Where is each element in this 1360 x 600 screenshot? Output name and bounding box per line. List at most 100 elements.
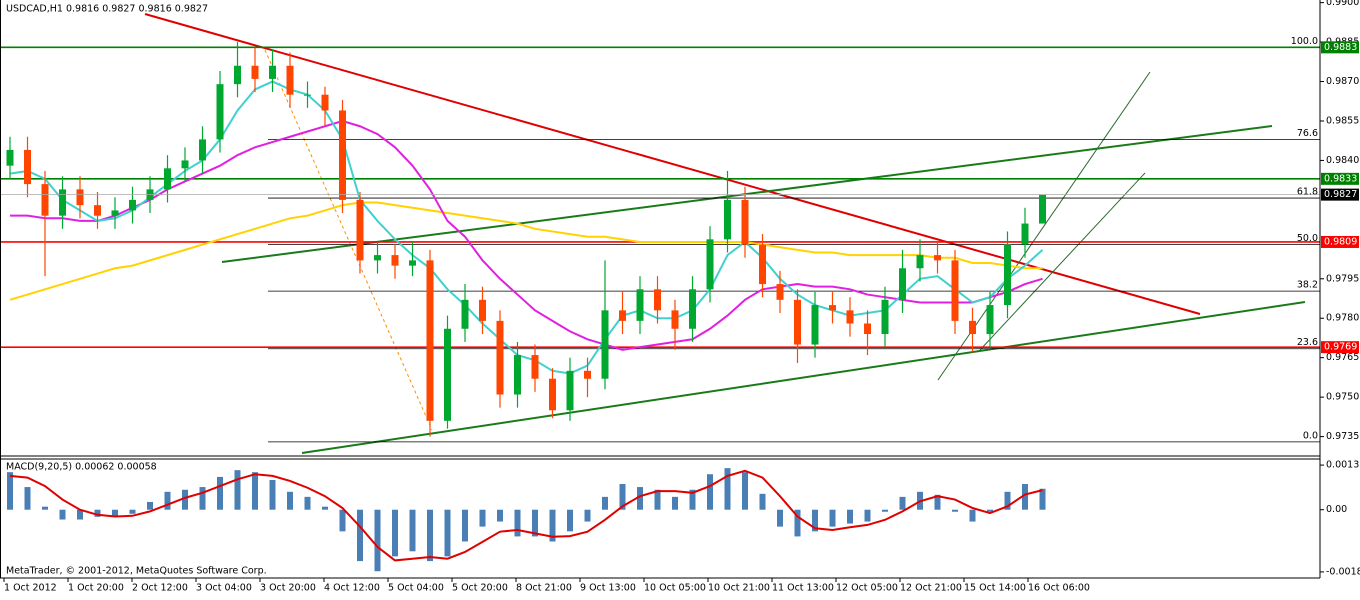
macd-bar [269, 479, 276, 510]
macd-bar [899, 496, 906, 510]
candle-body [619, 310, 626, 321]
macd-bar [374, 509, 381, 572]
macd-bar [987, 509, 993, 512]
macd-bar [794, 509, 801, 537]
candle-body [864, 323, 871, 335]
candle-body [24, 149, 31, 185]
macd-bar [357, 509, 363, 562]
macd-bar [392, 509, 398, 557]
candle-body [234, 65, 241, 85]
candle-body [549, 378, 556, 411]
x-tick-label: 1 Oct 2012 [4, 583, 57, 594]
candle-body [829, 305, 836, 311]
macd-bar [847, 509, 853, 524]
x-tick-label: 5 Oct 04:00 [388, 583, 444, 594]
fibo-label: 61.8 [1297, 187, 1318, 198]
macd-bar [654, 489, 661, 510]
price-tag [1321, 235, 1359, 248]
macd-bar [59, 509, 66, 520]
x-tick-label: 5 Oct 20:00 [452, 583, 508, 594]
candle-body [286, 65, 294, 95]
candle-body [76, 189, 84, 206]
candle-body [426, 260, 434, 421]
macd-bar [689, 489, 696, 510]
macd-bar [1004, 491, 1011, 510]
x-tick-label: 2 Oct 12:00 [132, 583, 188, 594]
macd-bar [812, 509, 818, 532]
x-tick-label: 3 Oct 20:00 [260, 583, 316, 594]
y-tick-label: 0.9870 [1326, 76, 1359, 87]
y-tick-label: 0.9840 [1326, 155, 1359, 166]
channel-line [979, 172, 1146, 351]
candle-body [269, 65, 276, 79]
fibo-label: 23.6 [1297, 337, 1318, 348]
fibo-label: 76.6 [1297, 128, 1318, 139]
macd-bar [427, 509, 433, 562]
trend-line [301, 301, 1306, 454]
candle-body [689, 289, 696, 329]
macd-bar [199, 487, 206, 510]
macd-bar [444, 509, 451, 557]
candle-body [374, 255, 381, 261]
candle-body [636, 289, 644, 321]
macd-bar [77, 509, 83, 520]
candle-body [409, 260, 416, 266]
x-tick-label: 10 Oct 05:00 [644, 583, 706, 594]
candle-body [1021, 223, 1029, 245]
macd-bar [969, 509, 976, 522]
candle-body [811, 305, 819, 345]
macd-bar [882, 509, 888, 512]
candle-body [1004, 244, 1011, 306]
price-tag [1321, 188, 1359, 201]
x-tick-label: 12 Oct 05:00 [836, 583, 898, 594]
candle-body [776, 284, 784, 300]
candle-body [391, 255, 399, 266]
price-tag [1321, 41, 1359, 54]
y-tick-label: 0.00132 [1326, 460, 1360, 471]
macd-bar [549, 509, 556, 542]
x-tick-label: 10 Oct 21:00 [708, 583, 770, 594]
y-tick-label: 0.9765 [1326, 352, 1359, 363]
candle-body [794, 299, 801, 345]
candle-body [759, 244, 766, 285]
macd-bar [584, 509, 591, 522]
macd-bar [94, 509, 101, 517]
candle-body [741, 199, 749, 245]
current-price-label: 0.9827 [1324, 189, 1357, 200]
candle-body [479, 299, 486, 321]
macd-bar [497, 509, 503, 522]
price-tag [1321, 172, 1359, 185]
candle-body [706, 239, 714, 290]
y-tick-label: 0.9750 [1326, 392, 1359, 403]
candle-body [514, 355, 521, 395]
macd-bar [759, 493, 766, 510]
candle-body [584, 370, 591, 379]
macd-bar [252, 472, 258, 510]
fibo-label: 100.0 [1291, 36, 1318, 47]
y-tick-label: 0.9780 [1326, 313, 1359, 324]
macd-bar [724, 468, 731, 510]
x-tick-label: 4 Oct 12:00 [324, 583, 380, 594]
x-tick-label: 8 Oct 21:00 [516, 583, 572, 594]
price-tag-label: 0.9883 [1324, 42, 1357, 53]
candle-body [199, 139, 206, 161]
macd-bar [864, 509, 871, 522]
macd-bar [217, 476, 223, 510]
candle-body [899, 268, 906, 300]
candle-body [566, 370, 574, 411]
x-tick-label: 11 Oct 13:00 [772, 583, 834, 594]
indicator-title: MACD(9,20,5) 0.00062 0.00058 [6, 462, 157, 473]
y-tick-label: 0.9855 [1326, 115, 1359, 126]
x-tick-label: 9 Oct 13:00 [580, 583, 636, 594]
candle-body [181, 160, 189, 169]
y-tick-label: 0.9795 [1326, 273, 1359, 284]
macd-bar [322, 506, 328, 510]
candle-body [601, 310, 609, 379]
macd-bar [462, 509, 468, 542]
candle-body [339, 110, 346, 200]
macd-bar [479, 509, 486, 527]
x-tick-label: 3 Oct 04:00 [196, 583, 252, 594]
macd-bar [742, 472, 748, 510]
